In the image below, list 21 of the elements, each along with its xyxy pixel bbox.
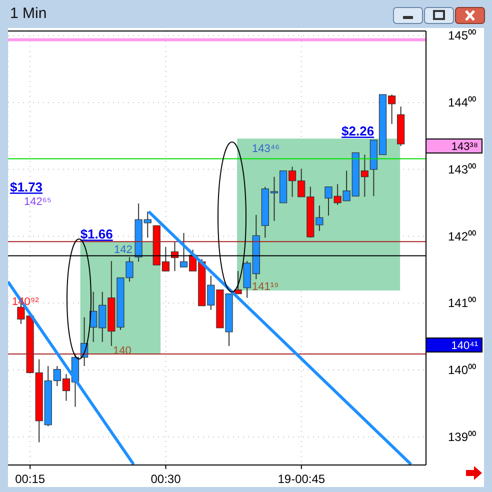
text: 143³⁸	[451, 140, 478, 153]
annotation: 142	[114, 244, 132, 256]
text: 140⁴¹	[451, 340, 478, 352]
annotation: $1.73	[10, 180, 43, 195]
annotation: 142⁶⁵	[24, 196, 52, 208]
y-tick-label: 140⁰⁰	[448, 363, 476, 378]
band-label: $1.66	[80, 226, 113, 242]
y-tick-label: 143⁰⁰	[448, 162, 476, 176]
x-tick-label: 19-00:45	[278, 472, 326, 486]
y-tick-label: 141⁰⁰	[448, 296, 476, 310]
y-tick-label: 139⁰⁰	[448, 430, 476, 444]
annotation: 143⁴⁶	[252, 142, 280, 155]
chart-title: 1 Min	[10, 5, 47, 22]
x-tick-label: 00:15	[15, 472, 46, 486]
band-label: $2.26	[342, 124, 374, 139]
y-tick-label: 144⁰⁰	[448, 96, 476, 110]
annotation: 141¹⁹	[252, 280, 279, 293]
y-tick-label: 145⁰⁰	[448, 28, 476, 43]
y-tick-label: 142⁰⁰	[448, 229, 476, 244]
candlestick	[234, 270, 242, 294]
x-tick-label: 00:30	[150, 472, 182, 486]
